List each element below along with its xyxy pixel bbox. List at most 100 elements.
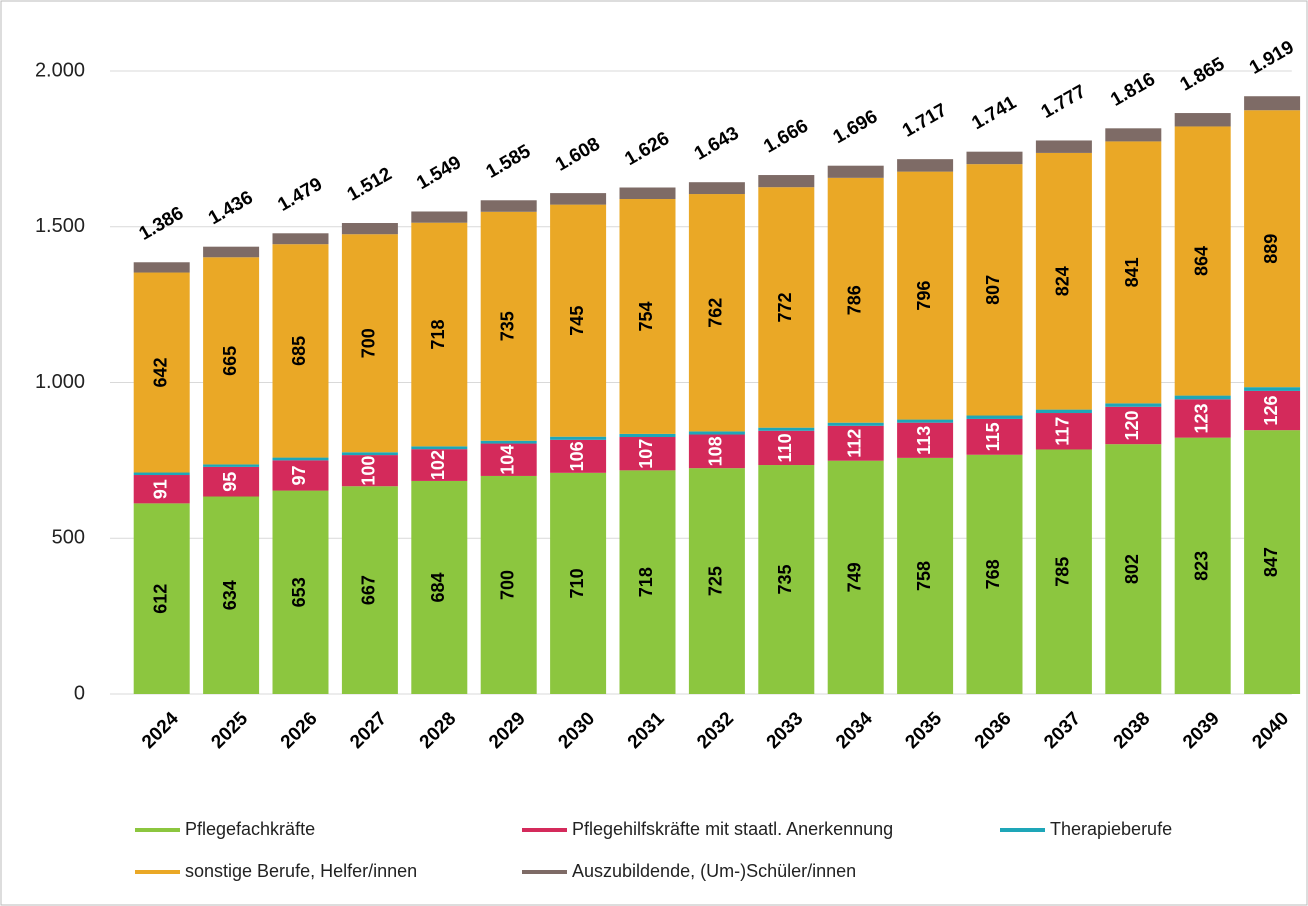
- bar-segment: [619, 437, 676, 471]
- bar-segment: [203, 464, 260, 467]
- bar-segment: [1035, 449, 1092, 694]
- segment-label: 796: [914, 281, 934, 311]
- segment-label: 807: [983, 275, 1003, 305]
- bar-segment: [550, 204, 607, 437]
- segment-label: 653: [289, 577, 309, 607]
- segment-label: 762: [706, 298, 726, 328]
- segment-label: 100: [359, 456, 379, 486]
- bar-segment: [1035, 152, 1092, 410]
- segment-label: 117: [1053, 417, 1073, 446]
- segment-label: 785: [1053, 557, 1073, 587]
- segment-label: 864: [1191, 246, 1211, 276]
- segment-label: 823: [1191, 551, 1211, 581]
- segment-label: 725: [706, 566, 726, 596]
- legend-label: Therapieberufe: [1050, 819, 1172, 839]
- bar-segment: [1105, 403, 1162, 407]
- bar-segment: [133, 475, 190, 504]
- bar-segment: [688, 182, 745, 195]
- segment-label: 684: [428, 572, 448, 602]
- bar-segment: [1244, 387, 1301, 391]
- segment-label: 735: [775, 565, 795, 595]
- bar-segment: [203, 496, 260, 694]
- bar-segment: [688, 468, 745, 694]
- bar-segment: [1105, 128, 1162, 142]
- bar-segment: [411, 211, 468, 223]
- bar-segment: [1035, 140, 1092, 153]
- segment-label: 841: [1122, 257, 1142, 287]
- segment-label: 107: [636, 439, 656, 469]
- bar-segment: [1174, 399, 1231, 438]
- bar-segment: [133, 262, 190, 273]
- bar-segment: [1174, 437, 1231, 694]
- bar-segment: [411, 449, 468, 481]
- segment-label: 104: [497, 445, 517, 475]
- bar-segment: [758, 427, 815, 431]
- bar-segment: [758, 187, 815, 428]
- segment-label: 772: [775, 292, 795, 322]
- bar-segment: [341, 223, 398, 235]
- bar-segment: [966, 418, 1023, 455]
- bar-segment: [1244, 430, 1301, 694]
- segment-label: 110: [775, 433, 795, 462]
- y-tick-label: 500: [52, 527, 85, 549]
- bar-segment: [480, 200, 537, 212]
- bar-segment: [1035, 413, 1092, 450]
- legend-label: Pflegehilfskräfte mit staatl. Anerkennun…: [572, 819, 893, 839]
- bar-segment: [480, 440, 537, 444]
- bar-segment: [272, 490, 329, 694]
- segment-label: 91: [150, 479, 170, 499]
- bar-segment: [550, 436, 607, 440]
- bar-segment: [411, 480, 468, 694]
- segment-label: 749: [844, 562, 864, 592]
- bar-segment: [1105, 141, 1162, 404]
- bar-segment: [1174, 113, 1231, 127]
- bar-segment: [480, 475, 537, 694]
- segment-label: 700: [359, 328, 379, 358]
- segment-label: 126: [1261, 396, 1281, 426]
- segment-label: 120: [1122, 410, 1142, 440]
- segment-label: 710: [567, 568, 587, 598]
- segment-label: 108: [706, 436, 726, 466]
- bar-segment: [550, 439, 607, 473]
- bar-segment: [827, 425, 884, 461]
- bar-segment: [550, 472, 607, 694]
- y-tick-label: 2.000: [35, 59, 85, 81]
- segment-label: 634: [220, 580, 240, 610]
- segment-label: 735: [497, 311, 517, 341]
- bar-segment: [133, 503, 190, 694]
- bar-segment: [341, 452, 398, 456]
- bar-segment: [1244, 110, 1301, 388]
- bar-segment: [827, 460, 884, 694]
- segment-label: 847: [1261, 547, 1281, 577]
- bar-segment: [897, 171, 954, 420]
- legend-label: Auszubildende, (Um-)Schüler/innen: [572, 861, 856, 881]
- bar-segment: [272, 457, 329, 461]
- bar-segment: [341, 486, 398, 694]
- bar-segment: [272, 244, 329, 458]
- bar-segment: [827, 422, 884, 426]
- bar-segment: [897, 159, 954, 172]
- segment-label: 754: [636, 301, 656, 331]
- bar-segment: [619, 187, 676, 200]
- bar-segment: [411, 222, 468, 447]
- segment-label: 718: [636, 567, 656, 597]
- bar-segment: [897, 422, 954, 458]
- segment-label: 102: [428, 450, 448, 480]
- segment-label: 115: [983, 422, 1003, 451]
- y-tick-label: 1.500: [35, 215, 85, 237]
- bar-segment: [688, 434, 745, 469]
- segment-label: 685: [289, 336, 309, 366]
- segment-label: 612: [150, 584, 170, 614]
- bar-segment: [827, 177, 884, 423]
- bar-segment: [966, 454, 1023, 694]
- bar-segment: [619, 199, 676, 434]
- bar-segment: [341, 234, 398, 453]
- bar-segment: [411, 446, 468, 450]
- segment-label: 95: [220, 472, 240, 492]
- bar-segment: [966, 151, 1023, 165]
- legend-label: Pflegefachkräfte: [185, 819, 315, 839]
- bar-segment: [966, 415, 1023, 419]
- bar-segment: [758, 175, 815, 188]
- segment-label: 768: [983, 559, 1003, 589]
